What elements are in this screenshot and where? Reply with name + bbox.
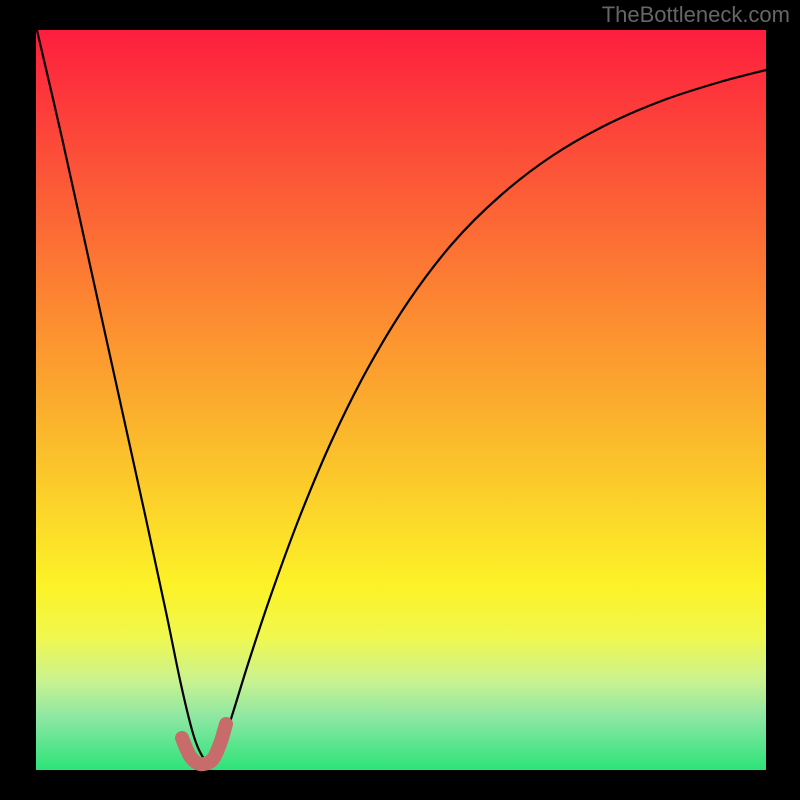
chart-container: TheBottleneck.com [0, 0, 800, 800]
optimal-marker [0, 0, 800, 800]
watermark-text: TheBottleneck.com [602, 2, 790, 28]
